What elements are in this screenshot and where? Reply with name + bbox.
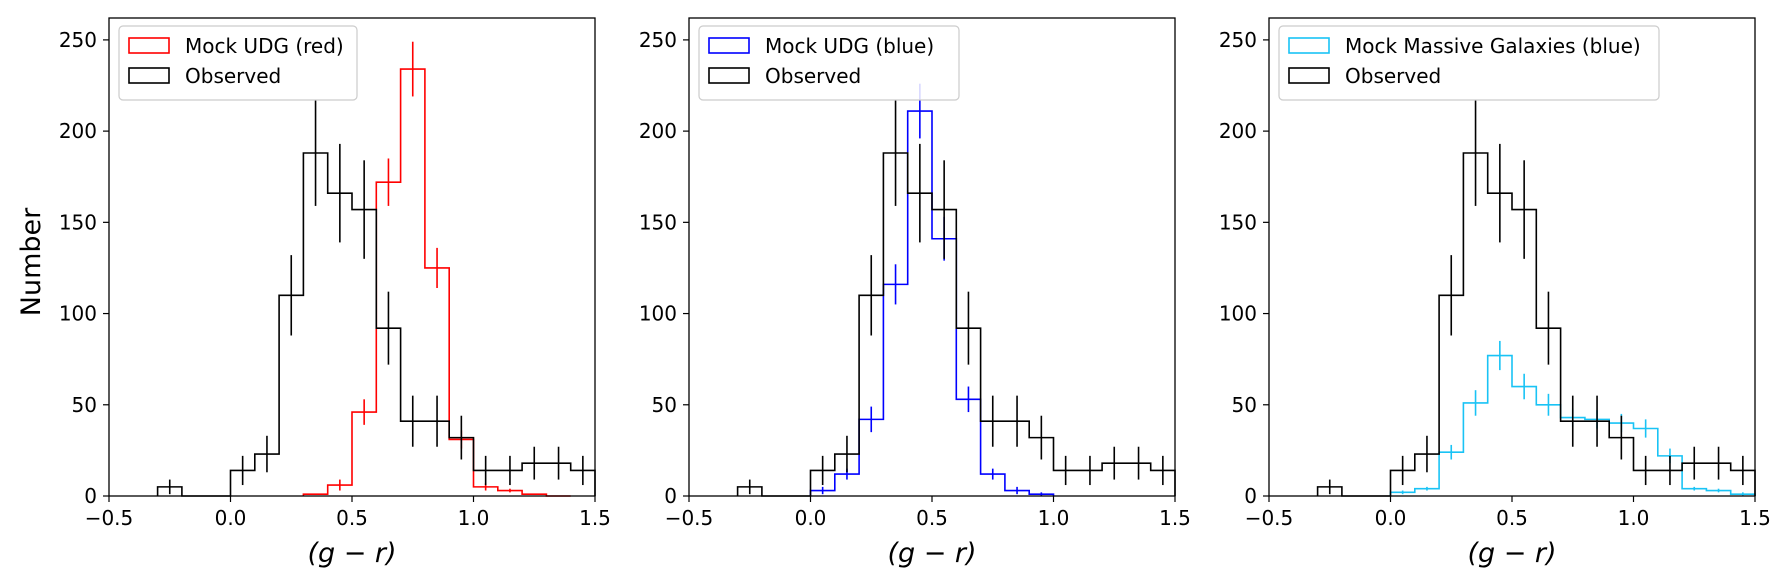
y-tick-label: 200 [59, 119, 97, 143]
y-tick-label: 100 [59, 302, 97, 326]
x-tick-label: 0.5 [1496, 506, 1528, 530]
x-tick-label: 0.0 [215, 506, 247, 530]
legend-label: Observed [185, 64, 281, 88]
y-tick-label: 250 [1219, 28, 1257, 52]
x-tick-label: 1.5 [579, 506, 611, 530]
y-tick-label: 50 [1232, 393, 1257, 417]
x-axis-label: (g − r) [887, 538, 976, 569]
chart-panel-2: −0.5 0.0 0.5 1.0 1.5 0 50 100 150 200 250 (g − r) Mo… [639, 17, 1191, 569]
legend-swatch [128, 37, 170, 54]
x-tick-label: 1.0 [1618, 506, 1650, 530]
x-tick-label: 1.5 [1739, 506, 1771, 530]
y-tick-label: 150 [59, 210, 97, 234]
y-tick-label: 250 [639, 28, 677, 52]
x-tick-label: −0.5 [1245, 506, 1294, 530]
x-tick-label: 0.0 [795, 506, 827, 530]
legend-label: Mock UDG (blue) [765, 34, 934, 58]
legend-box [698, 25, 960, 101]
y-tick-label: 0 [84, 484, 97, 508]
legend-label: Mock UDG (red) [185, 34, 344, 58]
chart-panel-1: −0.5 0.0 0.5 1.0 1.5 0 50 100 150 200 250 (g − r) Mo… [59, 17, 611, 569]
legend-box [118, 25, 358, 101]
x-axis-label: (g − r) [1467, 538, 1556, 569]
histogram-step-mock [302, 68, 571, 497]
legend-swatch [708, 37, 750, 54]
x-tick-label: 1.5 [1159, 506, 1191, 530]
histogram-step-observed [1316, 152, 1756, 497]
legend-swatch [1288, 67, 1330, 84]
y-tick-label: 0 [1244, 484, 1257, 508]
y-tick-label: 200 [639, 119, 677, 143]
x-tick-label: 1.0 [1038, 506, 1070, 530]
x-tick-label: 1.0 [458, 506, 490, 530]
chart-panel-3: −0.5 0.0 0.5 1.0 1.5 0 50 100 150 200 250 (g − r) Mo… [1219, 17, 1771, 569]
legend-swatch [128, 67, 170, 84]
y-tick-label: 100 [1219, 302, 1257, 326]
y-tick-label: 200 [1219, 119, 1257, 143]
legend-box [1278, 25, 1660, 101]
legend-swatch [1288, 37, 1330, 54]
legend-label: Mock Massive Galaxies (blue) [1345, 34, 1641, 58]
x-tick-label: 0.0 [1375, 506, 1407, 530]
y-tick-label: 150 [639, 210, 677, 234]
x-tick-label: 0.5 [916, 506, 948, 530]
y-tick-label: 50 [652, 393, 677, 417]
legend-label: Observed [1345, 64, 1441, 88]
y-tick-label: 50 [72, 393, 97, 417]
x-tick-label: −0.5 [85, 506, 134, 530]
y-tick-label: 0 [664, 484, 677, 508]
histogram-step-observed [736, 152, 1176, 497]
legend-swatch [708, 67, 750, 84]
y-tick-label: 250 [59, 28, 97, 52]
y-tick-label: 150 [1219, 210, 1257, 234]
x-axis-label: (g − r) [307, 538, 396, 569]
x-tick-label: −0.5 [665, 506, 714, 530]
x-tick-label: 0.5 [336, 506, 368, 530]
y-tick-label: 100 [639, 302, 677, 326]
y-axis-label: Number [16, 207, 47, 316]
legend-label: Observed [765, 64, 861, 88]
